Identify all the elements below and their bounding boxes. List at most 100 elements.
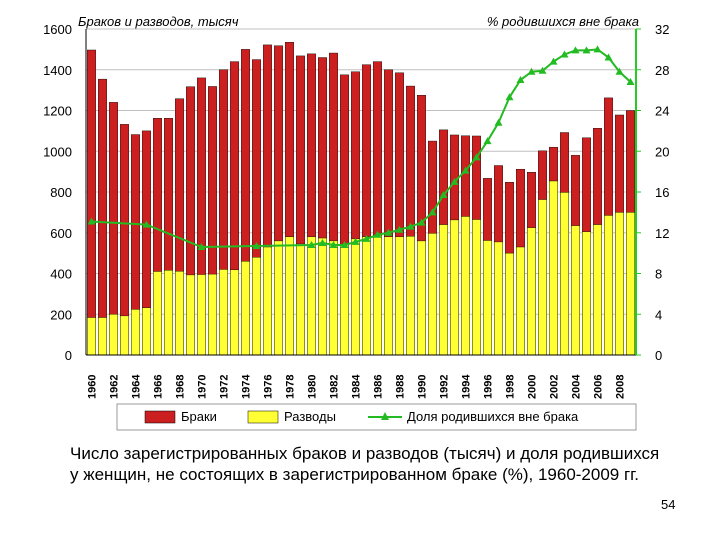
x-tick-label: 1974 xyxy=(241,374,253,399)
divorce-bar xyxy=(395,236,404,356)
divorce-bar xyxy=(120,315,129,356)
divorce-bar xyxy=(538,199,547,356)
y2-tick-label: 16 xyxy=(655,185,669,200)
divorce-bar xyxy=(274,240,283,356)
outside-marriage-marker xyxy=(483,137,492,145)
divorce-bar xyxy=(219,269,228,356)
divorce-bar xyxy=(230,269,239,356)
divorce-bar xyxy=(417,240,426,356)
outside-marriage-marker xyxy=(197,243,206,251)
x-tick-label: 1984 xyxy=(351,374,363,399)
outside-marriage-marker xyxy=(582,46,591,54)
x-tick-label: 1986 xyxy=(373,375,385,399)
divorce-bar xyxy=(472,219,481,356)
left-axis-ticks: 0 200 400 600 800 1000 1200 1400 1600 xyxy=(43,22,72,363)
chart: Браков и разводов, тысяч % родившихся вн… xyxy=(43,14,669,431)
x-tick-label: 1994 xyxy=(461,374,473,399)
y2-tick-label: 0 xyxy=(655,348,662,363)
outside-marriage-marker xyxy=(417,218,426,226)
divorce-bar xyxy=(461,216,470,356)
outside-marriage-marker xyxy=(384,228,393,236)
outside-marriage-marker xyxy=(472,153,481,161)
x-tick-label: 1992 xyxy=(439,375,451,399)
y-tick-label: 1200 xyxy=(43,104,72,119)
y2-tick-label: 24 xyxy=(655,104,669,119)
outside-marriage-line xyxy=(87,45,635,251)
outside-marriage-marker xyxy=(428,208,437,216)
outside-marriage-marker xyxy=(626,77,635,85)
divorce-bar xyxy=(109,314,118,356)
divorce-bar xyxy=(384,236,393,356)
x-tick-label: 1970 xyxy=(197,375,209,399)
y-tick-label: 0 xyxy=(65,348,72,363)
x-tick-label: 1968 xyxy=(175,375,187,399)
outside-marriage-marker xyxy=(615,67,624,75)
y-tick-label: 1000 xyxy=(43,144,72,159)
outside-marriage-marker xyxy=(439,191,448,199)
y2-tick-label: 4 xyxy=(655,307,662,322)
divorce-bar xyxy=(626,212,635,356)
divorce-bar xyxy=(373,234,382,356)
outside-marriage-marker xyxy=(571,46,580,54)
divorce-bar xyxy=(494,241,503,356)
left-axis-title: Браков и разводов, тысяч xyxy=(78,14,239,29)
divorce-bar xyxy=(329,240,338,356)
divorce-bar xyxy=(285,236,294,356)
legend-label-divorces: Разводы xyxy=(284,409,336,424)
y-tick-label: 1400 xyxy=(43,63,72,78)
outside-marriage-marker xyxy=(450,177,459,185)
divorce-bar xyxy=(483,240,492,356)
outside-marriage-marker xyxy=(395,225,404,233)
y-tick-label: 800 xyxy=(50,185,72,200)
right-axis-ticks: 0 4 8 12 16 20 24 28 32 xyxy=(636,22,669,363)
page-number: 54 xyxy=(661,497,676,512)
x-tick-label: 1988 xyxy=(395,375,407,399)
divorce-bar xyxy=(318,237,327,356)
divorce-bar xyxy=(208,273,217,356)
x-tick-label: 1976 xyxy=(263,375,275,399)
outside-marriage-marker xyxy=(142,220,151,228)
divorce-bar xyxy=(593,224,602,356)
outside-marriage-marker xyxy=(373,230,382,238)
divorce-bar xyxy=(549,180,558,356)
legend-swatch-marriages xyxy=(144,410,176,424)
outside-marriage-marker xyxy=(593,45,602,53)
divorce-bar xyxy=(560,192,569,356)
legend: Браки Разводы Доля родившихся вне брака xyxy=(116,403,637,431)
outside-marriage-marker xyxy=(461,166,470,174)
x-tick-label: 1960 xyxy=(87,375,99,399)
divorce-bar xyxy=(351,238,360,356)
divorce-bar xyxy=(263,246,272,356)
x-tick-label: 1978 xyxy=(285,375,297,399)
divorce-bar xyxy=(142,307,151,356)
x-tick-label: 1990 xyxy=(417,375,429,399)
divorce-bar xyxy=(582,231,591,356)
outside-marriage-marker xyxy=(252,241,261,249)
bars xyxy=(87,42,635,356)
divorce-bar xyxy=(307,236,316,356)
y2-tick-label: 20 xyxy=(655,144,669,159)
x-tick-label: 2008 xyxy=(615,375,627,399)
divorce-bar xyxy=(241,261,250,356)
outside-marriage-marker xyxy=(329,240,338,248)
x-tick-label: 1962 xyxy=(109,375,121,399)
outside-marriage-line-path xyxy=(91,48,632,249)
x-tick-label: 1998 xyxy=(505,375,517,399)
outside-marriage-marker xyxy=(560,50,569,58)
outside-marriage-marker xyxy=(527,67,536,75)
outside-marriage-marker xyxy=(340,240,349,248)
x-tick-label: 1996 xyxy=(483,375,495,399)
divorce-bar xyxy=(296,243,305,356)
divorce-bar xyxy=(428,233,437,356)
x-tick-label: 2006 xyxy=(593,375,605,399)
divorce-bar xyxy=(604,215,613,356)
divorce-bar xyxy=(439,224,448,356)
outside-marriage-marker xyxy=(604,53,613,61)
divorce-bar xyxy=(131,309,140,356)
outside-marriage-marker xyxy=(505,93,514,101)
outside-marriage-marker xyxy=(307,240,316,248)
divorce-bar xyxy=(615,212,624,356)
legend-marker-outside xyxy=(381,412,389,420)
y-tick-label: 200 xyxy=(50,307,72,322)
y-tick-label: 400 xyxy=(50,267,72,282)
